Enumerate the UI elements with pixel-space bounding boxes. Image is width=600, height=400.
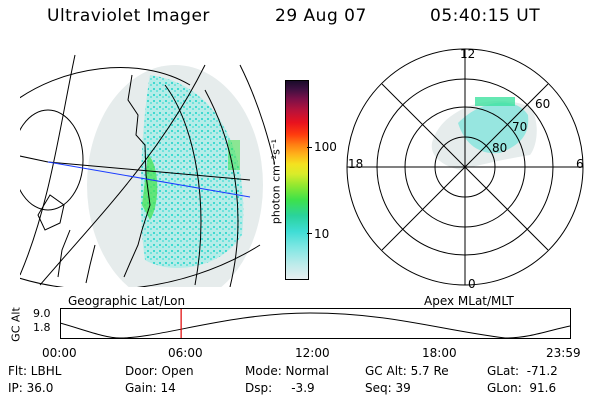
info-mode: Mode: Normal	[245, 364, 329, 378]
info-flt: Flt: LBHL	[8, 364, 61, 378]
polar-grid	[347, 49, 583, 285]
geographic-map	[20, 45, 275, 287]
date-label: 29 Aug 07	[275, 6, 367, 26]
instrument-title: Ultraviolet Imager	[47, 6, 210, 26]
info-glat: GLat: -71.2	[487, 364, 558, 378]
info-seq: Seq: 39	[365, 381, 411, 395]
altitude-timeline	[60, 308, 572, 340]
info-dsp: Dsp: -3.9	[245, 381, 315, 395]
aurora-emission	[87, 65, 263, 287]
timeline-xtick-0: 00:00	[42, 346, 77, 360]
timeline-xtick-4: 23:59	[546, 346, 581, 360]
right-panel-caption: Apex MLat/MLT	[424, 294, 514, 308]
colorbar-axis-label: photon cm⁻²s⁻¹	[270, 112, 283, 252]
timeline-xtick-2: 12:00	[295, 346, 330, 360]
colorbar	[285, 80, 309, 280]
colorbar-tick-label-10: 10	[314, 227, 329, 241]
info-gc-alt: GC Alt: 5.7 Re	[365, 364, 449, 378]
timeline-xtick-1: 06:00	[168, 346, 203, 360]
colorbar-tick-label-100: 100	[314, 140, 337, 154]
mlat-label-60: 60	[535, 97, 550, 111]
mlat-label-70: 70	[512, 120, 527, 134]
mlt-label-right: 6	[576, 157, 584, 171]
timeline-ylabel: GC Alt	[10, 303, 23, 347]
mlt-label-top: 12	[460, 47, 475, 61]
info-glon: GLon: 91.6	[487, 381, 556, 395]
mlt-label-left: 18	[348, 157, 363, 171]
mlt-label-bottom: 0	[468, 277, 476, 291]
mlat-label-80: 80	[492, 141, 507, 155]
time-label: 05:40:15 UT	[430, 6, 540, 26]
timeline-xtick-3: 18:00	[422, 346, 457, 360]
info-gain: Gain: 14	[125, 381, 176, 395]
colorbar-tick-10	[307, 233, 312, 234]
left-panel-caption: Geographic Lat/Lon	[68, 294, 185, 308]
info-ip: IP: 36.0	[8, 381, 53, 395]
timeline-ytick-low: 1.8	[33, 321, 51, 334]
timeline-ytick-high: 9.0	[33, 307, 51, 320]
info-door: Door: Open	[125, 364, 194, 378]
polar-plot	[340, 45, 590, 290]
colorbar-tick-100	[307, 147, 312, 148]
